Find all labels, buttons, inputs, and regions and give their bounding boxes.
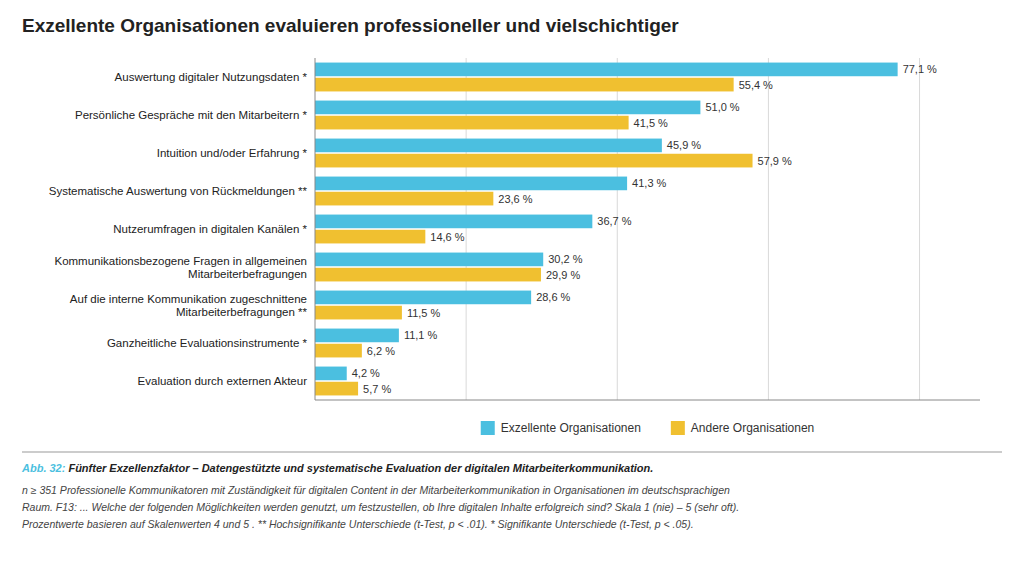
category-label: Evaluation durch externen Akteur — [138, 375, 308, 387]
bar — [315, 177, 627, 191]
bar — [315, 253, 543, 267]
data-labels: 77,1 % 51,0 % 45,9 % 41,3 % 36,7 % 30,2 % 28,6… — [352, 63, 937, 394]
data-label: 6,2 % — [367, 345, 395, 357]
caption-label: Abb. 32: — [21, 462, 66, 474]
data-label: 30,2 % — [548, 253, 582, 265]
category-label: Kommunikationsbezogene Fragen in allgeme… — [54, 255, 307, 280]
legend-label: Andere Organisationen — [691, 421, 814, 435]
category-label: Auf die interne Kommunikation zugeschnit… — [70, 293, 308, 318]
x-axis-line — [315, 400, 980, 401]
caption-title: Fünfter Exzellenzfaktor – Datengestützte… — [68, 462, 653, 474]
category-label-line: Ganzheitliche Evaluationsinstrumente * — [107, 337, 308, 349]
caption-line: Raum. F13: ... Welche der folgenden Mögl… — [22, 501, 739, 513]
bar — [315, 139, 662, 153]
data-label: 41,5 % — [634, 117, 668, 129]
category-label-line: Nutzerumfragen in digitalen Kanälen * — [113, 223, 307, 235]
bar — [315, 101, 700, 115]
bar — [315, 329, 399, 343]
bar — [315, 230, 425, 244]
bar — [315, 192, 493, 206]
legend-swatch — [481, 421, 495, 435]
separator — [22, 451, 1002, 453]
category-label-line: Evaluation durch externen Akteur — [138, 375, 308, 387]
category-label-line: Kommunikationsbezogene Fragen in allgeme… — [54, 255, 307, 267]
legend-label: Exzellente Organisationen — [501, 421, 641, 435]
legend-item: Exzellente Organisationen — [481, 421, 641, 435]
bars — [315, 63, 898, 396]
legend-item: Andere Organisationen — [671, 421, 814, 435]
bar — [315, 116, 629, 130]
category-label-line: Mitarbeiterbefragungen — [188, 268, 307, 280]
grid-line — [919, 58, 920, 400]
data-label: 77,1 % — [903, 63, 937, 75]
data-label: 14,6 % — [430, 231, 464, 243]
bar — [315, 154, 753, 168]
legend: Exzellente Organisationen Andere Organisa… — [481, 421, 815, 435]
title: Exzellente Organisationen evaluieren pro… — [22, 15, 679, 36]
bar — [315, 215, 592, 229]
category-label: Systematische Auswertung von Rückmeldung… — [49, 185, 308, 197]
data-label: 55,4 % — [739, 79, 773, 91]
bar — [315, 382, 358, 396]
data-label: 11,1 % — [404, 329, 438, 341]
data-label: 51,0 % — [705, 101, 739, 113]
data-label: 5,7 % — [363, 383, 391, 395]
data-label: 41,3 % — [632, 177, 666, 189]
data-label: 29,9 % — [546, 269, 580, 281]
bar — [315, 63, 898, 77]
bar — [315, 78, 734, 92]
caption-line: n ≥ 351 Professionelle Kommunikatoren mi… — [22, 484, 730, 496]
category-label-line: Auswertung digitaler Nutzungsdaten * — [115, 71, 308, 83]
legend-swatch — [671, 421, 685, 435]
data-label: 11,5 % — [407, 307, 441, 319]
bar — [315, 268, 541, 282]
category-label-line: Auf die interne Kommunikation zugeschnit… — [70, 293, 307, 305]
category-label: Nutzerumfragen in digitalen Kanälen * — [113, 223, 307, 235]
bar — [315, 291, 531, 305]
chart: Exzellente Organisationen evaluieren pro… — [0, 0, 1024, 581]
category-label: Persönliche Gespräche mit den Mitarbeite… — [75, 109, 308, 121]
category-label: Ganzheitliche Evaluationsinstrumente * — [107, 337, 308, 349]
data-label: 4,2 % — [352, 367, 380, 379]
category-label-line: Systematische Auswertung von Rückmeldung… — [49, 185, 308, 197]
caption-line: Prozentwerte basieren auf Skalenwerten 4… — [22, 518, 694, 530]
bar — [315, 306, 402, 320]
category-label-line: Intuition und/oder Erfahrung * — [157, 147, 308, 159]
data-label: 36,7 % — [597, 215, 631, 227]
data-label: 57,9 % — [758, 155, 792, 167]
data-label: 45,9 % — [667, 139, 701, 151]
data-label: 28,6 % — [536, 291, 570, 303]
category-label-line: Persönliche Gespräche mit den Mitarbeite… — [75, 109, 308, 121]
category-label-line: Mitarbeiterbefragungen ** — [176, 306, 308, 318]
y-axis-line — [315, 58, 316, 400]
category-label: Auswertung digitaler Nutzungsdaten * — [115, 71, 308, 83]
category-label: Intuition und/oder Erfahrung * — [157, 147, 308, 159]
data-label: 23,6 % — [498, 193, 532, 205]
bar — [315, 367, 347, 381]
bar — [315, 344, 362, 358]
grid-line — [768, 58, 769, 400]
